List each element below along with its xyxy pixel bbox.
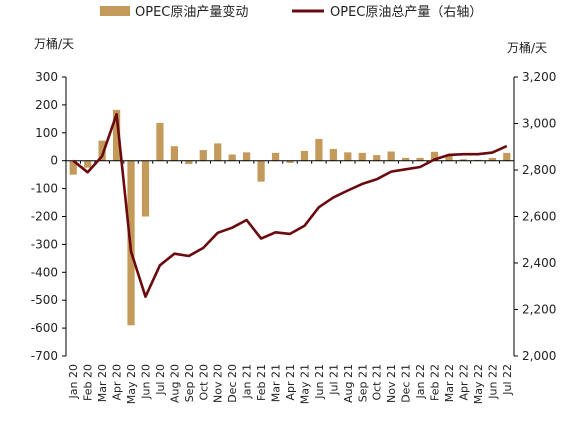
x-tick-label: Oct 21 [371,364,384,401]
bar [286,160,294,163]
right-tick-label: 2,800 [522,163,556,177]
x-tick-label: Dec 21 [400,364,413,403]
x-tick-label: Jan 22 [414,364,427,399]
x-axis-labels: Jan 20 Feb 20 Mar 20 Apr 20 May 20 Jun 20 Jul … [67,364,514,404]
bar [402,157,410,161]
left-tick-label: 300 [35,70,58,84]
x-tick-label: Apr 22 [457,364,470,401]
left-tick-label: -600 [31,321,58,335]
x-tick-label: May 22 [472,364,485,404]
left-tick-label: -500 [31,293,58,307]
bar [315,138,323,161]
right-axis-unit: 万桶/天 [507,40,547,55]
left-tick-label: -300 [31,237,58,251]
x-tick-label: Jun 20 [139,364,152,400]
bar [387,151,395,161]
bar [503,152,511,161]
bar-series [69,109,511,326]
right-tick-label: 2,000 [522,349,556,363]
x-tick-label: Nov 20 [212,364,225,403]
bar [430,151,439,161]
x-tick-label: Apr 21 [284,364,297,401]
x-tick-label: Jan 21 [241,364,254,399]
axes: 300 200 100 0 -100 -200 -300 -400 -500 -600 -700 3,… [31,70,557,363]
right-tick-label: 2,400 [522,256,556,270]
bar [416,157,424,161]
bar [459,159,468,161]
bar [373,155,381,161]
x-tick-label: Aug 21 [342,364,355,403]
bar [228,154,236,161]
bar [300,150,309,161]
x-tick-label: Jul 21 [327,364,340,396]
bar [329,148,337,161]
x-tick-label: Feb 20 [82,364,95,401]
bar [358,152,366,161]
legend-swatch-bar [100,6,130,16]
x-tick-label: Mar 22 [443,364,456,402]
left-tick-label: -100 [31,182,58,196]
x-tick-label: Aug 20 [168,364,181,403]
left-tick-label: -200 [31,210,58,224]
bar [170,146,178,161]
bar [271,152,280,161]
x-tick-label: Oct 20 [197,364,210,401]
left-axis-unit: 万桶/天 [34,36,74,51]
left-tick-label: -400 [31,265,58,279]
x-tick-label: Jul 22 [501,364,514,396]
x-tick-label: Dec 20 [226,364,239,403]
x-tick-label: Sep 21 [356,364,369,402]
bar [156,123,164,161]
legend: OPEC原油产量变动 OPEC原油总产量（右轴） [100,4,482,20]
bar [185,160,193,165]
bar [257,160,265,182]
right-tick-label: 2,200 [522,303,556,317]
x-tick-label: Nov 21 [385,364,398,403]
x-tick-label: Jan 20 [67,364,80,399]
bar [141,160,150,217]
x-tick-label: Jun 22 [486,364,499,400]
line-series [72,112,508,299]
bar [98,140,106,161]
legend-label-bar: OPEC原油产量变动 [135,4,248,20]
bar [445,155,453,161]
bar [488,157,496,161]
bar [214,143,222,161]
right-tick-label: 3,000 [522,117,556,131]
left-tick-label: -700 [31,349,58,363]
x-tick-label: Feb 21 [255,364,268,401]
left-tick-label: 200 [35,98,58,112]
x-tick-label: May 20 [125,364,138,404]
x-tick-label: Sep 20 [183,364,196,402]
right-tick-label: 3,200 [522,70,556,84]
x-tick-label: Jul 20 [154,364,167,396]
x-tick-label: May 21 [298,364,311,404]
total-production-line [72,112,508,299]
x-tick-label: Jun 21 [313,364,326,400]
bar [112,109,121,161]
right-tick-label: 2,600 [522,210,556,224]
left-tick-label: 100 [35,126,58,140]
bar [243,152,251,161]
bar [69,160,77,175]
bar [199,150,207,161]
legend-label-line: OPEC原油总产量（右轴） [330,5,482,20]
bar [344,152,352,161]
x-tick-label: Mar 20 [96,364,109,402]
left-tick-label: 0 [50,154,58,168]
x-tick-label: Feb 22 [429,364,442,401]
x-tick-label: Mar 21 [270,364,283,402]
bar [84,160,92,168]
x-tick-label: Apr 20 [111,364,124,401]
